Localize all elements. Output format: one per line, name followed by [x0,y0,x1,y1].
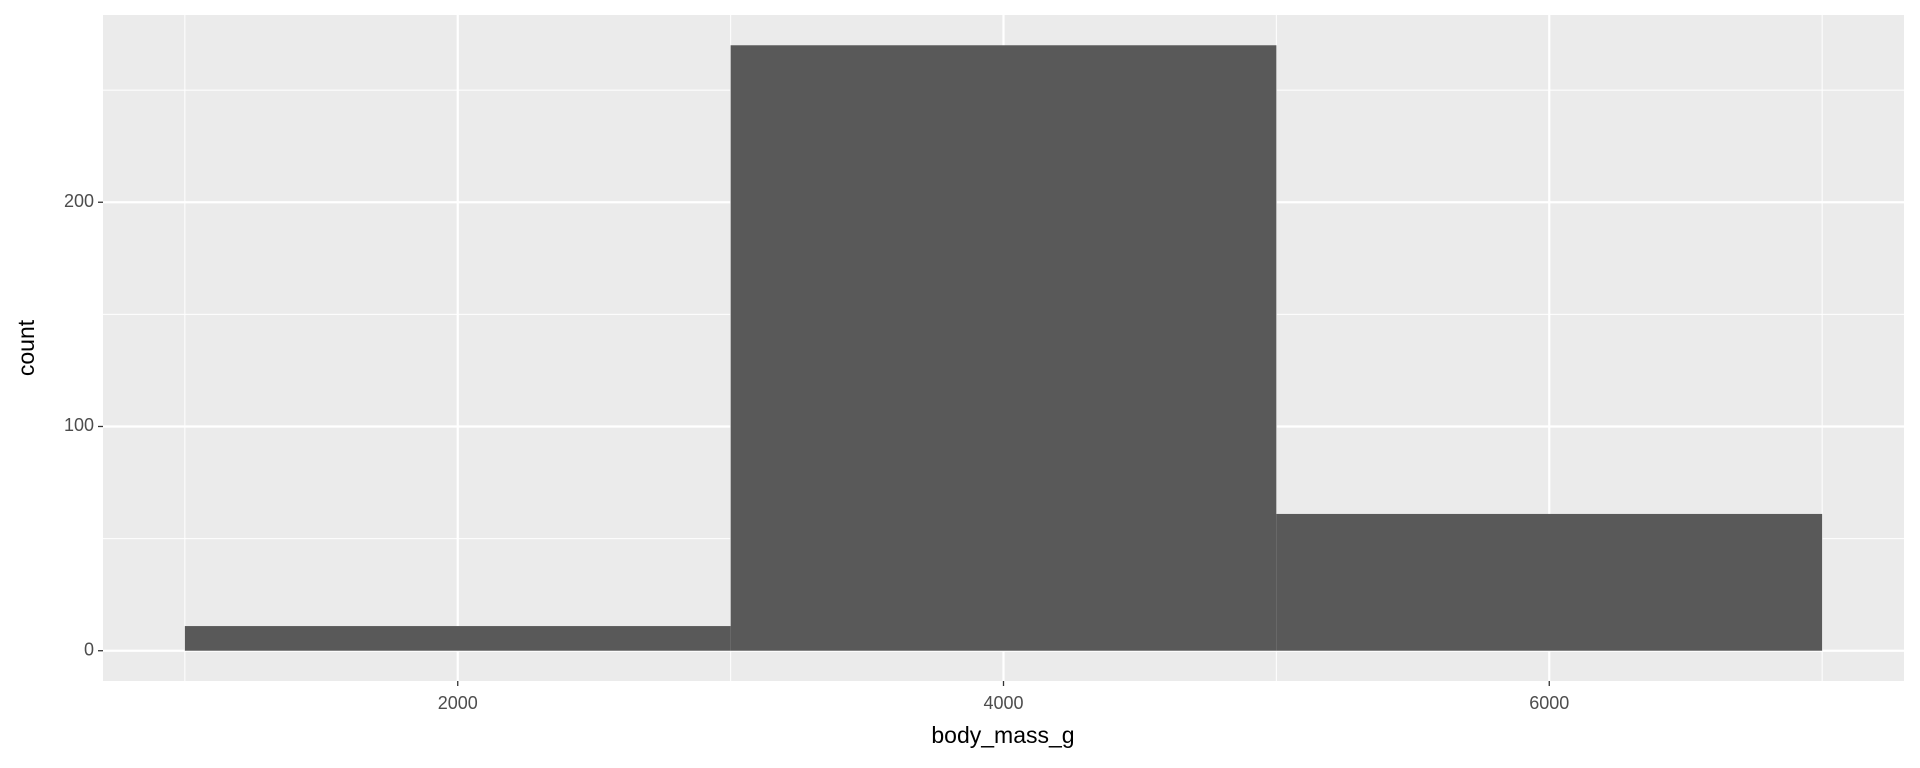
histogram-bar [730,45,1277,651]
x-tick-label: 4000 [983,693,1023,713]
x-tick-label: 6000 [1529,693,1569,713]
y-tick-label: 100 [64,415,94,435]
y-axis-title: count [13,319,39,376]
y-tick-label: 0 [84,639,94,659]
histogram-bar [1276,513,1823,651]
y-tick-label: 200 [64,191,94,211]
x-axis-title: body_mass_g [931,722,1074,748]
histogram-bar [184,626,731,651]
x-tick-label: 2000 [438,693,478,713]
